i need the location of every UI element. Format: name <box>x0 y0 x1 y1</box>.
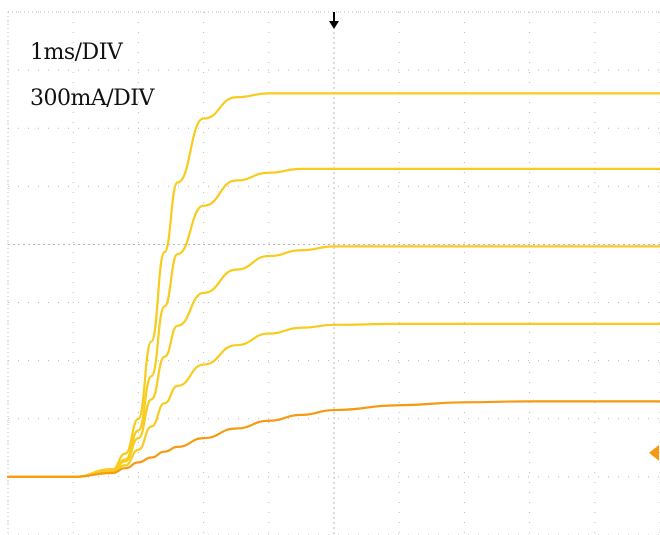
scope-markers <box>329 12 659 461</box>
waveform-trace-1 <box>6 92 660 478</box>
waveform-trace-5 <box>6 400 660 478</box>
level-diamond-icon <box>649 444 659 461</box>
current-scale-label: 300mA/DIV <box>30 86 154 111</box>
waveform-trace-4 <box>6 322 660 478</box>
waveform-traces <box>6 92 660 478</box>
waveform-trace-3 <box>6 245 660 478</box>
trigger-arrow-icon <box>329 21 339 29</box>
time-scale-label: 1ms/DIV <box>30 40 123 65</box>
waveform-trace-2 <box>6 167 660 478</box>
graticule-grid <box>7 11 660 535</box>
